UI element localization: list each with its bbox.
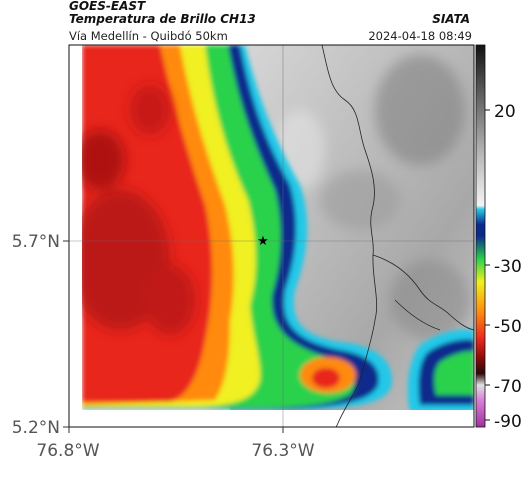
colorbar-tick-label: -30 [494,257,522,277]
colorbar-tick-label: -50 [494,317,522,337]
x-tick-label: 76.3°W [251,441,314,461]
y-tick-label: 5.2°N [12,418,60,438]
map-title-line1: GOES-EAST [69,0,146,13]
x-tick-label: 76.8°W [36,441,99,461]
y-tick-label: 5.7°N [12,232,60,252]
map-subtitle: Vía Medellín - Quibdó 50km [69,29,228,43]
organization-label: SIATA [432,12,470,26]
map-frame [68,44,475,428]
timestamp-label: 2024-04-18 08:49 [368,29,472,43]
colorbar-tick-label: 20 [494,102,516,122]
map-gridlines [69,45,474,427]
colorbar: 20 -30 -50 -70 -90 [475,44,522,432]
colorbar-tick-label: -70 [494,377,522,397]
map-title-line2: Temperatura de Brillo CH13 [69,12,256,26]
location-marker-star: ★ [257,234,269,249]
colorbar-tick-label: -90 [494,412,522,432]
temperature-field [69,45,474,427]
